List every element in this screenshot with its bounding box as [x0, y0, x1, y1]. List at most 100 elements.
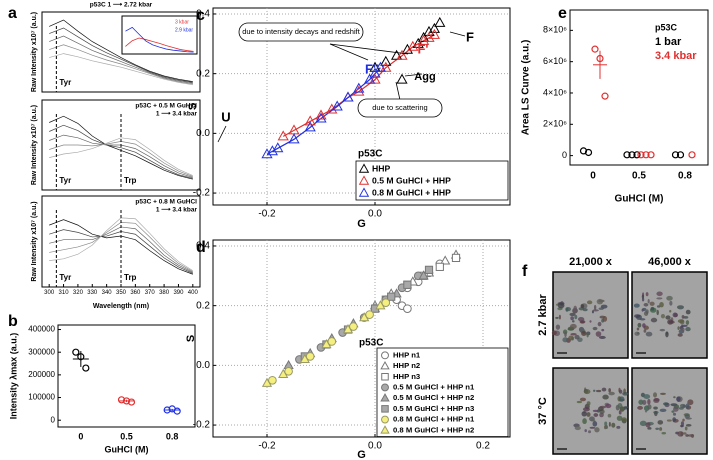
data-point [647, 151, 655, 159]
particle [572, 320, 575, 323]
y-tick-label: 300000 [28, 347, 55, 356]
legend-label: 2.9 kbar [175, 27, 193, 33]
particle [653, 406, 658, 410]
particle [557, 302, 565, 309]
particle [660, 313, 666, 319]
particle [656, 297, 663, 300]
y-tick-label: 0.4 [196, 9, 210, 20]
particle [599, 412, 604, 418]
legend-marker [381, 405, 389, 413]
annotation: due to intensity decays and redshift [242, 27, 360, 36]
particle [677, 326, 680, 330]
data-point [342, 91, 354, 102]
data-point [261, 377, 273, 387]
particle [623, 406, 628, 410]
particle [569, 323, 577, 329]
data-point [369, 73, 381, 84]
particle [592, 409, 599, 413]
panel-letter: d [196, 239, 206, 256]
particle [562, 337, 569, 343]
particle [586, 300, 593, 305]
particle [592, 326, 598, 331]
particle [638, 399, 644, 405]
particle [656, 291, 663, 297]
data-point [417, 31, 430, 42]
data-point [407, 40, 419, 51]
micrograph [552, 271, 629, 359]
x-tick-label: -0.2 [258, 441, 276, 452]
x-tick-label: 0 [78, 431, 83, 441]
plot-area [569, 9, 709, 166]
spectrum-line [49, 137, 193, 176]
particle [593, 389, 596, 392]
particle [589, 320, 592, 323]
y-tick-label: 6×10⁶ [543, 56, 567, 66]
x-tick-label: 300 [44, 290, 55, 296]
particle [595, 389, 602, 393]
particle [592, 309, 599, 312]
data-point [266, 145, 279, 156]
particle [597, 321, 602, 327]
particle [582, 407, 590, 412]
data-point [637, 151, 645, 159]
particle [593, 413, 599, 417]
particle [677, 333, 683, 337]
y-axis-label: Area LS Curve (a.u.) [521, 40, 532, 136]
particle [656, 309, 659, 316]
data-point [278, 368, 289, 378]
particle [608, 421, 611, 427]
y-tick-label: 4×10⁶ [543, 87, 567, 97]
particle [655, 427, 660, 430]
particle [643, 302, 649, 307]
particle [588, 430, 592, 434]
legend-label: HHP n1 [393, 350, 421, 359]
particle [672, 412, 677, 416]
data-point [423, 31, 435, 42]
particle [622, 392, 629, 396]
x-tick-label: 350 [116, 290, 127, 296]
particle [600, 304, 608, 309]
particle [593, 304, 597, 310]
reference-label: Tyr [59, 273, 71, 282]
data-point [375, 300, 386, 310]
data-point [305, 352, 315, 361]
particle [665, 331, 669, 335]
particle [582, 418, 587, 425]
column-label: 21,000 x [569, 256, 613, 268]
y-tick-label: 0.2 [196, 300, 210, 311]
data-point [403, 280, 412, 289]
particle [642, 399, 647, 405]
particle [576, 400, 583, 404]
particle [684, 426, 688, 431]
particle [608, 391, 615, 396]
particle [685, 309, 691, 315]
annotation-arrow [329, 43, 409, 55]
x-tick-label: 340 [102, 290, 113, 296]
particle [589, 426, 596, 429]
particle [685, 424, 692, 427]
particle [680, 324, 688, 327]
data-point [676, 151, 685, 159]
legend-box [355, 160, 509, 201]
legend-marker [381, 372, 389, 381]
spectrum-line [49, 53, 193, 86]
data-point [331, 100, 343, 111]
data-point [315, 109, 327, 120]
particle [688, 434, 695, 437]
annotation-arrow [404, 73, 423, 77]
particle [644, 410, 648, 413]
data-point [428, 28, 441, 39]
data-point [380, 61, 392, 72]
particle [676, 396, 681, 402]
x-tick-label: 380 [159, 290, 170, 296]
x-tick-label: 0.5 [632, 171, 646, 182]
spectrum-line [49, 19, 193, 82]
y-tick-label: 8×10⁶ [543, 25, 567, 35]
micrograph [552, 367, 629, 455]
panel-letter: a [8, 5, 17, 22]
particle [659, 328, 666, 332]
y-tick-label: 0 [562, 150, 567, 160]
data-point [304, 115, 316, 126]
data-point [326, 103, 338, 114]
chart-title: p53C + 0.8 M GuHCl [135, 199, 197, 206]
